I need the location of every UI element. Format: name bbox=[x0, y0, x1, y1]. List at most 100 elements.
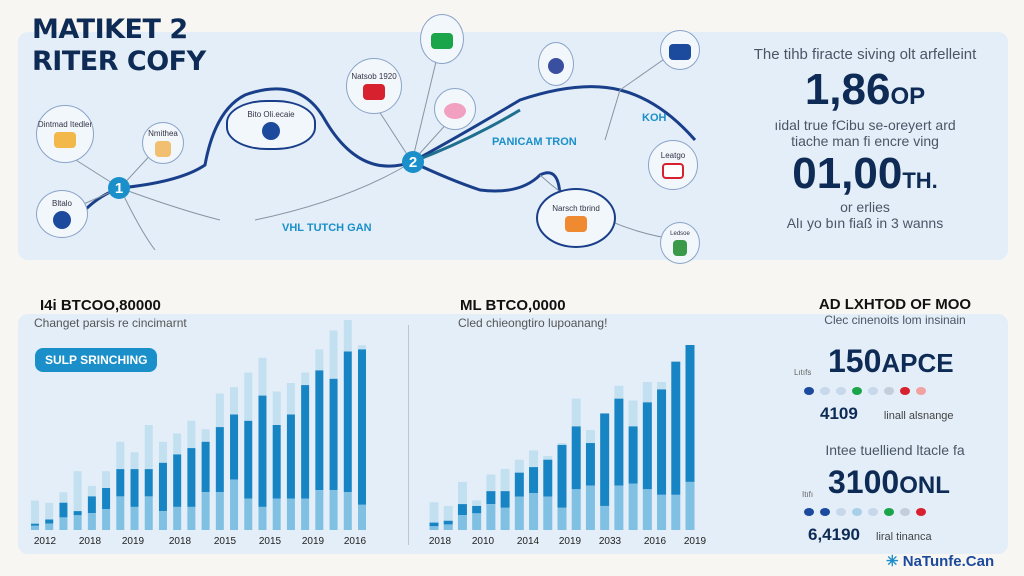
bar-main-segment bbox=[529, 467, 539, 493]
x-tick-label: 2018 bbox=[168, 536, 192, 547]
bar-total-segment bbox=[486, 474, 496, 492]
bar-total-segment bbox=[628, 400, 638, 427]
bar-base-segment bbox=[59, 517, 68, 530]
map-label-vhl: VHL TUTCH GAN bbox=[282, 222, 372, 234]
map-node[interactable] bbox=[660, 30, 700, 70]
bar-total-segment bbox=[173, 433, 182, 455]
brand-logo[interactable]: ✳ NaTunfe.Can bbox=[886, 552, 994, 570]
x-tick-label: 2010 bbox=[471, 536, 495, 547]
bar-base-segment bbox=[628, 483, 638, 530]
bar-base-segment bbox=[144, 496, 153, 530]
map-node[interactable]: Bltalo bbox=[36, 190, 88, 238]
stat-unit: TH. bbox=[902, 168, 938, 193]
bar-main-segment bbox=[116, 469, 125, 497]
map-node[interactable] bbox=[538, 42, 574, 86]
bar-main-segment bbox=[628, 426, 638, 484]
bar-main-segment bbox=[514, 472, 524, 497]
step-badge-1: 1 bbox=[108, 177, 130, 199]
bar-main-segment bbox=[187, 448, 196, 507]
bar-main-segment bbox=[59, 502, 68, 518]
bar-base-segment bbox=[286, 498, 295, 530]
bar-total-segment bbox=[187, 420, 196, 449]
left-chart-subtitle: Changet parsis re cincimarnt bbox=[34, 316, 187, 330]
bar-total-segment bbox=[315, 349, 324, 371]
bar-total-segment bbox=[472, 500, 482, 506]
stat-row-2: 6,4190 liral tinanca bbox=[808, 525, 1010, 545]
bar-main-segment bbox=[457, 504, 467, 516]
legend-dots-1 bbox=[804, 382, 1010, 400]
legend-dot bbox=[868, 387, 878, 395]
bar-base-segment bbox=[600, 505, 610, 530]
left-chart-title: I4i BTCOO,80000 bbox=[40, 297, 161, 314]
shop-icon bbox=[431, 32, 453, 49]
bar-base-segment bbox=[472, 513, 482, 530]
map-node[interactable] bbox=[434, 88, 476, 130]
title-line-1: MATIKET 2 bbox=[32, 14, 188, 45]
bar-main-segment bbox=[671, 361, 681, 495]
bottom-stats-heading2: Intee tuelliend ltacle fa bbox=[825, 442, 965, 458]
bar-base-segment bbox=[173, 506, 182, 530]
bar-base-segment bbox=[87, 513, 96, 530]
store-icon bbox=[363, 84, 385, 100]
bar-base-segment bbox=[614, 485, 624, 530]
map-node[interactable]: Natsob 1920 bbox=[346, 58, 402, 114]
map-node[interactable]: Bito Oli.ecaie bbox=[226, 100, 316, 150]
legend-dot bbox=[916, 508, 926, 516]
bar-total-segment bbox=[158, 441, 167, 463]
title-line-2: RITER COFY bbox=[32, 46, 206, 77]
x-tick-label: 2018 bbox=[428, 536, 452, 547]
bar-total-segment bbox=[286, 383, 295, 415]
bar-base-segment bbox=[671, 494, 681, 530]
bar-base-segment bbox=[230, 479, 239, 530]
bar-base-segment bbox=[244, 498, 253, 530]
map-node[interactable]: Leatgo bbox=[648, 140, 698, 190]
bar-main-segment bbox=[571, 426, 581, 490]
bar-main-segment bbox=[429, 522, 439, 527]
legend-dot bbox=[804, 508, 814, 516]
x-tick-label: 2019 bbox=[683, 536, 707, 547]
legend-dot bbox=[852, 387, 862, 395]
map-node[interactable]: Dintmad Itedler bbox=[36, 105, 94, 163]
bar-base-segment bbox=[457, 515, 467, 530]
bar-base-segment bbox=[329, 490, 338, 530]
bar-main-segment bbox=[31, 523, 39, 526]
x-tick-label: 2015 bbox=[258, 536, 282, 547]
bar-base-segment bbox=[514, 496, 524, 530]
bar-total-segment bbox=[514, 459, 524, 473]
bar-base-segment bbox=[272, 498, 281, 530]
step-badge-2: 2 bbox=[402, 151, 424, 173]
legend-dot bbox=[900, 387, 910, 395]
stat-unit: OP bbox=[890, 83, 926, 110]
bar-total-segment bbox=[571, 398, 581, 427]
stat-value-2: 01,00TH. bbox=[730, 149, 1000, 199]
sulp-srinching-button[interactable]: SULP SRINCHING bbox=[35, 348, 158, 372]
legend-dot bbox=[836, 387, 846, 395]
bar-main-segment bbox=[272, 425, 281, 499]
map-node[interactable] bbox=[420, 14, 464, 64]
bar-base-segment bbox=[215, 492, 224, 530]
bar-main-segment bbox=[443, 520, 453, 525]
bar-base-segment bbox=[187, 506, 196, 530]
bar-total-segment bbox=[272, 391, 281, 425]
badge-icon bbox=[669, 43, 691, 60]
bar-total-segment bbox=[657, 382, 667, 390]
bar-total-segment bbox=[429, 502, 439, 523]
map-node[interactable]: Narsch tbrind bbox=[536, 188, 616, 248]
bar-main-segment bbox=[358, 349, 366, 505]
map-node[interactable]: Ledsoe bbox=[660, 222, 700, 264]
bar-total-segment bbox=[614, 385, 624, 399]
map-node[interactable]: Nmithea bbox=[142, 122, 184, 164]
bar-base-segment bbox=[130, 506, 139, 530]
bar-main-segment bbox=[472, 505, 482, 514]
x-tick-label: 2012 bbox=[33, 536, 57, 547]
bar-main-segment bbox=[557, 444, 567, 508]
legend-dot bbox=[884, 508, 894, 516]
x-tick-label: 2018 bbox=[78, 536, 102, 547]
bar-main-segment bbox=[244, 420, 253, 499]
bar-total-segment bbox=[31, 500, 39, 524]
animal-icon bbox=[565, 216, 587, 232]
bar-total-segment bbox=[329, 330, 338, 379]
stat-label: liral tinanca bbox=[876, 531, 932, 543]
bar-base-segment bbox=[31, 525, 39, 530]
